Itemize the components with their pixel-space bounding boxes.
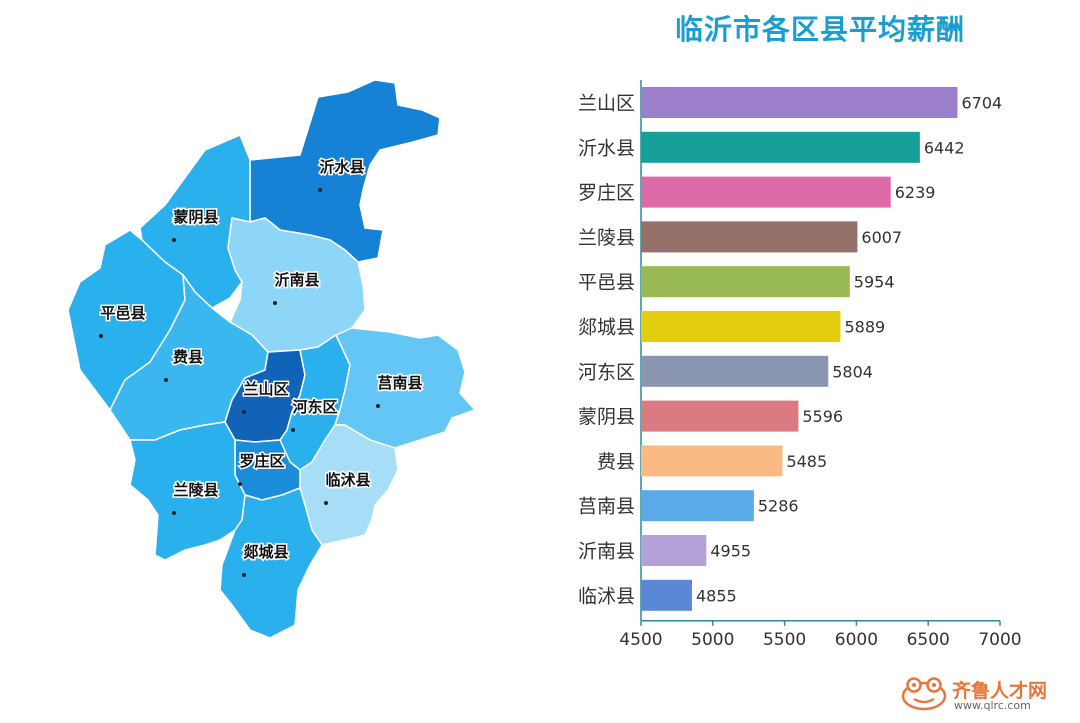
map-dot-tancheng <box>242 573 246 577</box>
map-label-lanshan: 兰山区 <box>243 380 288 398</box>
bar-8 <box>641 445 783 477</box>
map-dot-mengyin <box>172 238 176 242</box>
region-tancheng <box>219 487 323 639</box>
map-label-junan: 莒南县 <box>377 374 422 392</box>
chart-title: 临沂市各区县平均薪酬 <box>674 13 965 46</box>
map-dot-luozhuang <box>238 482 242 486</box>
bar-10 <box>641 535 707 566</box>
map-label-pingyi: 平邑县 <box>100 304 145 322</box>
category-label: 河东区 <box>578 361 635 383</box>
value-label: 5485 <box>786 452 827 471</box>
map-dot-lanshan <box>242 410 246 414</box>
x-tick-label: 4500 <box>619 630 662 650</box>
map-dot-feixian <box>164 378 168 382</box>
value-label: 5954 <box>854 273 895 292</box>
region-mengyin <box>139 134 251 309</box>
category-label: 沂水县 <box>578 137 635 159</box>
value-label: 6704 <box>961 94 1002 113</box>
x-tick-label: 5500 <box>763 630 806 650</box>
map-label-lanling: 兰陵县 <box>173 481 218 499</box>
map-dot-hedong <box>291 428 295 432</box>
category-label: 蒙阴县 <box>578 406 635 428</box>
x-tick-label: 6500 <box>907 630 950 650</box>
frog-logo-icon <box>901 677 947 711</box>
map-label-tancheng: 郯城县 <box>243 543 288 561</box>
value-label: 5804 <box>832 362 873 381</box>
map-label-mengyin: 蒙阴县 <box>173 208 218 226</box>
bar-6 <box>641 355 829 387</box>
bar-9 <box>641 490 754 522</box>
bar-2 <box>641 176 891 208</box>
category-label: 兰山区 <box>578 93 635 115</box>
watermark-url: www.qlrc.com <box>954 699 1031 712</box>
bar-7 <box>641 400 799 432</box>
bar-5 <box>641 311 841 342</box>
category-label: 莒南县 <box>578 496 635 518</box>
category-label: 费县 <box>597 451 635 473</box>
region-junan <box>334 327 476 449</box>
map-dot-junan <box>376 404 380 408</box>
value-label: 5889 <box>844 318 885 337</box>
bar-0 <box>641 87 958 118</box>
x-tick-label: 5000 <box>691 630 734 650</box>
category-label: 临沭县 <box>578 585 635 607</box>
region-lanling <box>129 421 246 561</box>
map-label-luozhuang: 罗庄区 <box>239 452 284 470</box>
map-dot-yinan <box>273 301 277 305</box>
watermark: 齐鲁人才网 www.qlrc.com <box>900 672 1070 717</box>
salary-bar-chart: 4500 5000 5500 6000 6500 7000 兰山区 6704 沂水县 6442 罗庄… <box>578 80 1022 650</box>
value-label: 5286 <box>758 497 799 516</box>
map-label-yishui: 沂水县 <box>319 158 364 176</box>
map-label-linshu: 临沭县 <box>325 471 370 489</box>
x-tick-label: 7000 <box>978 630 1021 650</box>
map-dot-pingyi <box>99 334 103 338</box>
value-label: 4955 <box>710 542 751 561</box>
map-dot-yishui <box>318 188 322 192</box>
value-label: 6442 <box>924 138 965 157</box>
bar-3 <box>641 221 858 253</box>
value-label: 6239 <box>895 183 936 202</box>
category-label: 罗庄区 <box>578 182 635 204</box>
value-label: 6007 <box>861 228 902 247</box>
map-label-hedong: 河东区 <box>292 398 337 416</box>
region-linshu <box>299 424 399 546</box>
bar-11 <box>641 579 692 611</box>
value-label: 5596 <box>802 407 843 426</box>
watermark-name: 齐鲁人才网 <box>952 680 1048 702</box>
category-label: 郯城县 <box>578 317 635 339</box>
map-label-yinan: 沂南县 <box>274 271 319 289</box>
value-label: 4855 <box>696 586 737 605</box>
map-dot-lanling <box>172 511 176 515</box>
bar-1 <box>641 131 920 163</box>
bar-4 <box>641 266 850 298</box>
x-tick-label: 6000 <box>835 630 878 650</box>
category-label: 兰陵县 <box>578 227 635 249</box>
map-dot-linshu <box>324 501 328 505</box>
category-label: 沂南县 <box>578 541 635 563</box>
category-label: 平邑县 <box>578 272 635 294</box>
map-label-feixian: 费县 <box>173 348 203 366</box>
